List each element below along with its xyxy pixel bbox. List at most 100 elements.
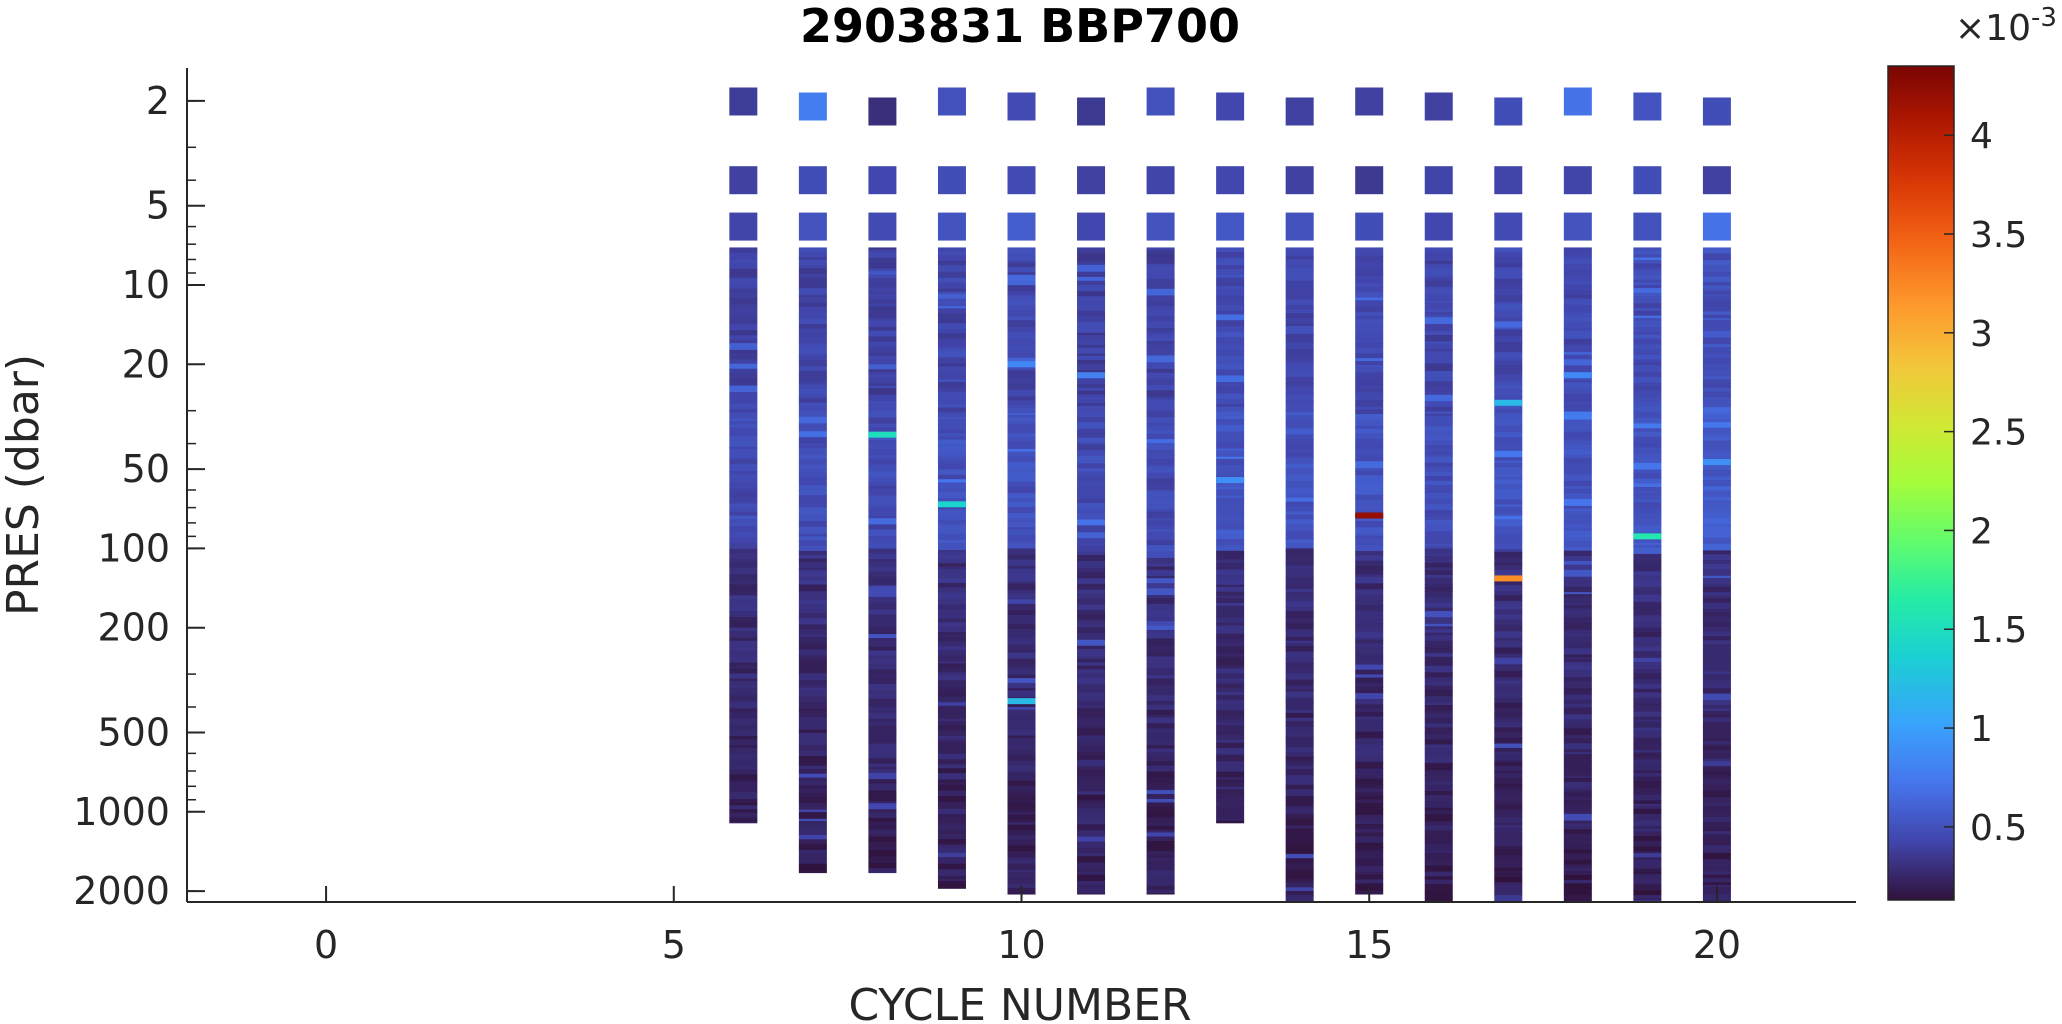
profile-cell (1285, 597, 1314, 602)
profile-cell (1285, 858, 1314, 864)
profile-cell (1146, 459, 1175, 466)
y-tick-label: 20 (122, 342, 170, 386)
profile-cell (1146, 830, 1175, 834)
profile-cell (1563, 312, 1592, 317)
profile-cell (1146, 638, 1175, 646)
profile-cell (1146, 409, 1175, 414)
profile-cell (937, 604, 966, 610)
profile-cell (1494, 637, 1523, 642)
profile-cell (868, 772, 897, 780)
profile-cell (1077, 818, 1106, 825)
profile-cell (1494, 310, 1523, 318)
profile-cell (1702, 272, 1731, 275)
profile-cell (1355, 555, 1384, 562)
profile-cell (1633, 673, 1662, 680)
profile-cell (1355, 457, 1384, 462)
profile-cell (1216, 314, 1245, 321)
profile-cell (729, 247, 758, 254)
profile-cell (1146, 490, 1175, 496)
profile-cell (937, 338, 966, 344)
profile-cell (868, 766, 897, 771)
profile-cell (1146, 825, 1175, 831)
profile-cell (1702, 479, 1731, 487)
profile-cell (1702, 744, 1731, 748)
profile-cell (1424, 462, 1453, 467)
profile-cell (937, 844, 966, 848)
y-tick-label: 200 (97, 606, 170, 650)
profile-cell (1216, 277, 1245, 282)
profile-cell (1285, 463, 1314, 469)
profile-cell (1494, 595, 1523, 602)
profile-cell (1355, 883, 1384, 886)
profile-cell (1355, 315, 1384, 320)
profile-cell (868, 311, 897, 319)
profile-cell (1702, 311, 1731, 316)
profile-cell (1355, 731, 1384, 739)
profile-cell (1007, 458, 1036, 463)
profile-cell (1216, 252, 1245, 259)
profile-cell (1007, 674, 1036, 679)
profile-cell (729, 470, 758, 476)
profile-cell (1146, 794, 1175, 800)
profile-cell (1216, 643, 1245, 647)
profile-cell (1494, 533, 1523, 539)
profile-cell (1146, 525, 1175, 530)
profile-cell (1216, 534, 1245, 540)
profile-cell (798, 708, 827, 712)
profile-cell (937, 498, 966, 505)
profile-cell (1077, 705, 1106, 709)
profile-cell (1285, 449, 1314, 453)
profile-cell (1285, 519, 1314, 525)
profile-cell (1285, 334, 1314, 341)
profile-cell (729, 378, 758, 387)
profile-cell (1146, 336, 1175, 342)
profile-cell (1285, 809, 1314, 815)
profile-cell (937, 474, 966, 480)
profile-cell (1285, 894, 1314, 902)
profile-cell (1702, 852, 1731, 860)
profile-cell (798, 858, 827, 865)
profile-cell (1633, 443, 1662, 449)
profile-cell (1007, 372, 1036, 379)
profile-cell (1702, 650, 1731, 658)
profile-cell (937, 308, 966, 315)
profile-cell (798, 609, 827, 614)
profile-cell (937, 808, 966, 815)
profile-cell (798, 356, 827, 361)
profile-cell (798, 636, 827, 645)
profile-cell (1702, 559, 1731, 565)
profile-cell (1494, 352, 1523, 360)
profile-cell (1007, 338, 1036, 347)
profile-cell (1563, 656, 1592, 661)
profile-cell (868, 658, 897, 665)
profile-cell (1563, 394, 1592, 402)
profile-cell (1424, 629, 1453, 634)
profile-cell (1216, 818, 1245, 822)
profile-cell (1007, 263, 1036, 268)
profile-cell (729, 637, 758, 642)
profile-cell (1216, 777, 1245, 781)
profile-cell (1563, 419, 1592, 427)
profile-cell (1007, 704, 1036, 708)
profile-cell (1424, 713, 1453, 719)
profile-cell (868, 683, 897, 692)
profile-cell (1563, 874, 1592, 881)
profile-cell (1494, 380, 1523, 386)
profile-cell (1077, 378, 1106, 385)
profile-cell (1285, 640, 1314, 644)
profile-cell (729, 307, 758, 316)
profile-cell (1633, 522, 1662, 526)
profile-cell (1494, 467, 1523, 471)
profile-cell (1355, 637, 1384, 641)
profile-cell (798, 839, 827, 845)
profile-cell (1563, 523, 1592, 529)
profile-cell (729, 458, 758, 465)
profile-cell (1424, 801, 1453, 806)
profile-cell (1007, 869, 1036, 873)
profile-cell (1355, 712, 1384, 718)
profile-cell (1077, 669, 1106, 674)
profile-cell (1633, 292, 1662, 298)
profile-cell (1633, 853, 1662, 858)
profile-cell (1563, 894, 1592, 902)
profile-cell (1633, 303, 1662, 309)
